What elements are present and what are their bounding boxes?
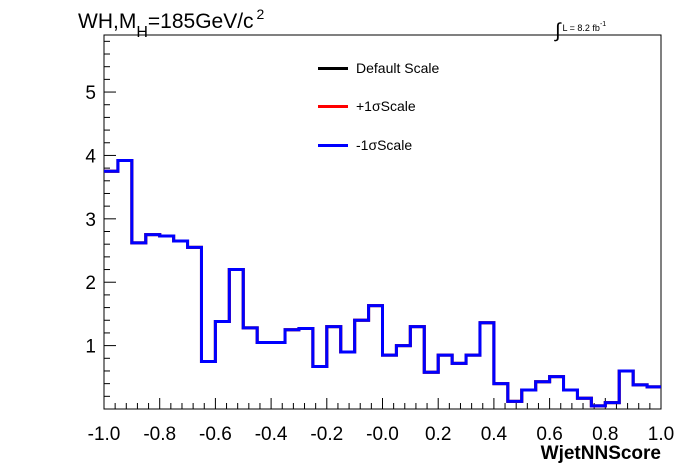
y-tick-label: 4	[85, 146, 96, 167]
y-tick-label: 2	[85, 273, 96, 294]
luminosity-superscript: -1	[599, 21, 607, 28]
x-axis-ticks	[103, 398, 662, 409]
y-axis-ticks	[104, 40, 116, 397]
integral-symbol: ∫	[555, 20, 561, 42]
x-tick-label: -0.0	[366, 424, 399, 445]
series-line-1	[104, 159, 661, 408]
title-subscript: H	[136, 24, 148, 41]
x-tick-label: -1.0	[88, 424, 121, 445]
legend-item-plus1sigma: +1σScale	[318, 96, 478, 116]
x-tick-label: -0.4	[255, 424, 288, 445]
legend-swatch-plus1sigma	[318, 105, 348, 108]
legend-item-minus1sigma: -1σScale	[318, 135, 478, 155]
x-tick-label: 0.4	[481, 424, 508, 445]
series-line-0	[104, 159, 661, 408]
x-axis-title: WjetNNScore	[541, 443, 661, 464]
x-axis-tick-labels: -1.0 -0.8 -0.6 -0.4 -0.2 -0.0 0.2 0.4 0.6 0.8 1.0	[88, 424, 675, 445]
x-tick-label: -0.6	[199, 424, 232, 445]
title-main: WH,M	[78, 10, 137, 33]
legend-label-plus1sigma: +1σScale	[356, 98, 416, 114]
y-axis-tick-labels: 1 2 3 4 5	[85, 83, 96, 358]
legend-swatch-default	[318, 67, 348, 70]
plot-title: WH,MH=185GeV/c 2	[78, 6, 264, 41]
x-tick-label: 0.8	[592, 424, 618, 445]
x-tick-label: -0.2	[310, 424, 343, 445]
legend-swatch-minus1sigma	[318, 144, 348, 147]
legend-label-default: Default Scale	[356, 60, 440, 76]
y-tick-label: 3	[85, 210, 96, 231]
x-tick-label: -0.8	[143, 424, 176, 445]
title-rest: =185GeV/c	[147, 10, 254, 33]
series-line-2	[104, 159, 661, 408]
y-tick-label: 1	[85, 337, 96, 358]
luminosity-text: L = 8.2 fb	[562, 23, 600, 33]
legend-label-minus1sigma: -1σScale	[356, 137, 413, 153]
title-superscript: 2	[256, 6, 265, 22]
x-tick-label: 0.2	[425, 424, 451, 445]
x-tick-label: 0.6	[536, 424, 562, 445]
x-tick-label: 1.0	[648, 424, 674, 445]
legend-item-default: Default Scale	[318, 58, 478, 78]
luminosity-label: ∫ L = 8.2 fb-1	[555, 14, 607, 42]
histogram-series	[104, 159, 661, 408]
y-tick-label: 5	[85, 83, 96, 104]
